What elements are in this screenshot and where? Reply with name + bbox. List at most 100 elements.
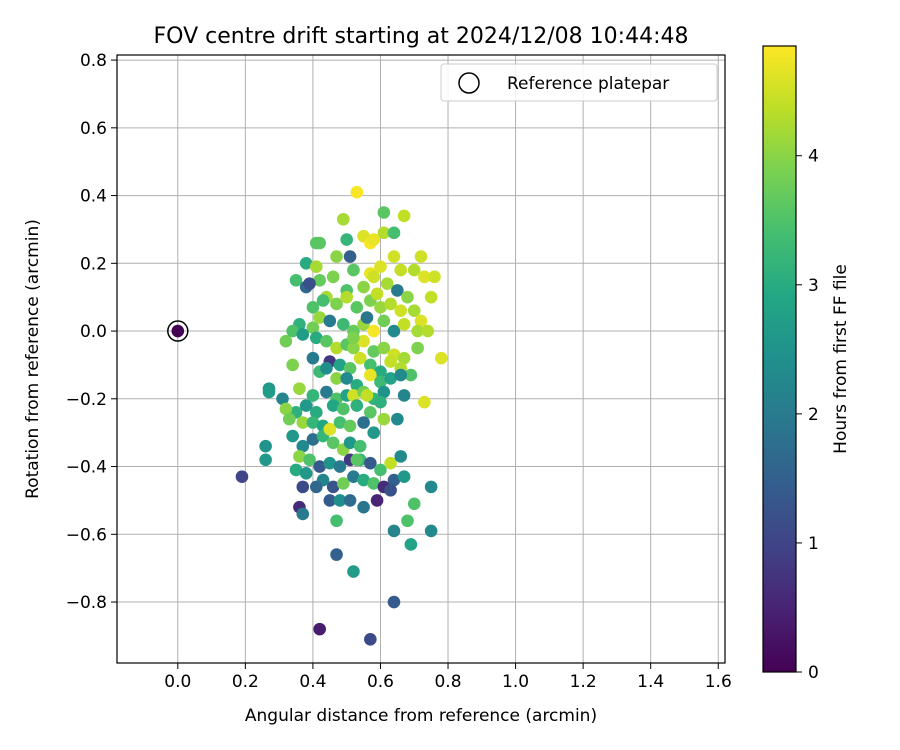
colorbar: 0 1 2 3 4 Hours from first FF file [762, 45, 851, 683]
y-tick-label: 0.8 [80, 51, 107, 71]
data-point [326, 399, 340, 412]
legend-marker-reference [458, 72, 480, 94]
y-axis-label: Rotation from reference (arcmin) [23, 219, 43, 499]
data-point [374, 395, 387, 409]
y-axis-ticks: −0.8 −0.6 −0.4 −0.2 0.0 0.2 0.4 0.6 0.8 [66, 51, 117, 613]
data-point [320, 362, 333, 375]
data-point [347, 341, 360, 355]
data-point [350, 301, 364, 314]
colorbar-tick-label: 2 [808, 405, 819, 425]
data-point [326, 270, 340, 284]
data-point [313, 460, 326, 473]
data-point [370, 287, 384, 301]
data-point [306, 351, 320, 365]
data-point [337, 402, 350, 416]
data-point [282, 412, 296, 426]
data-point [407, 304, 421, 318]
data-point [337, 477, 350, 490]
data-point [337, 317, 350, 331]
data-point [296, 328, 310, 341]
data-point [343, 436, 357, 450]
data-point [347, 331, 360, 345]
data-point [330, 514, 343, 528]
data-point [347, 565, 360, 578]
data-point [428, 270, 441, 284]
data-point [333, 460, 347, 473]
data-point [343, 362, 357, 375]
colorbar-label: Hours from first FF file [831, 264, 851, 454]
data-point [299, 257, 313, 270]
colorbar-tick-label: 4 [808, 147, 819, 167]
data-point [384, 456, 397, 470]
data-point [343, 250, 357, 263]
data-point [401, 514, 414, 528]
data-point [424, 290, 438, 304]
data-point [411, 324, 424, 338]
data-point [364, 632, 377, 646]
data-point [333, 416, 347, 429]
data-point [397, 470, 411, 484]
chart-title: FOV centre drift starting at 2024/12/08 … [154, 24, 689, 49]
x-tick-label: 0.2 [232, 672, 259, 692]
data-point [394, 368, 408, 382]
data-point [320, 385, 333, 399]
data-point [370, 494, 384, 507]
data-point [276, 392, 289, 406]
data-point [387, 226, 401, 240]
data-point [357, 416, 370, 429]
data-point [306, 433, 320, 446]
data-point [330, 341, 343, 355]
data-point [303, 453, 316, 467]
x-tick-label: 1.4 [637, 672, 664, 692]
legend-entry-reference: Reference platepar [507, 74, 669, 94]
data-point [380, 277, 394, 290]
data-point [337, 212, 350, 226]
data-point [374, 260, 387, 273]
reference-platepar-point [171, 324, 185, 338]
data-point [364, 406, 377, 419]
data-point [330, 297, 343, 311]
x-tick-label: 0.0 [164, 672, 191, 692]
y-tick-label: −0.6 [66, 525, 107, 545]
data-point [407, 497, 421, 511]
data-point [364, 368, 377, 382]
data-point [323, 314, 337, 328]
data-point [262, 385, 276, 399]
data-point [330, 548, 343, 561]
data-point [401, 290, 414, 304]
data-point [384, 372, 397, 385]
data-point [357, 334, 370, 348]
data-point [309, 331, 323, 345]
data-point [424, 480, 438, 494]
data-point [299, 467, 313, 480]
data-point [384, 355, 397, 368]
data-point [377, 385, 391, 399]
data-point [414, 250, 428, 263]
data-point [330, 372, 343, 385]
data-point [367, 345, 381, 358]
data-point [421, 324, 435, 338]
data-point [340, 290, 353, 304]
data-point [309, 406, 323, 419]
plot-frame [116, 54, 726, 664]
data-point [289, 273, 303, 287]
data-point [259, 453, 272, 467]
data-point [391, 284, 404, 297]
data-point [387, 595, 401, 609]
data-point [374, 375, 387, 389]
data-point [357, 280, 370, 294]
data-point [353, 439, 367, 453]
colorbar-tick-label: 1 [808, 534, 819, 554]
data-point [374, 463, 387, 477]
data-point [293, 382, 306, 395]
data-point [293, 450, 306, 463]
x-tick-label: 1.6 [705, 672, 732, 692]
data-point [367, 233, 381, 246]
data-point [357, 473, 370, 487]
data-point [279, 334, 293, 348]
data-point [306, 389, 320, 402]
data-point [313, 273, 326, 287]
x-tick-label: 0.8 [434, 672, 461, 692]
data-point [340, 233, 353, 246]
